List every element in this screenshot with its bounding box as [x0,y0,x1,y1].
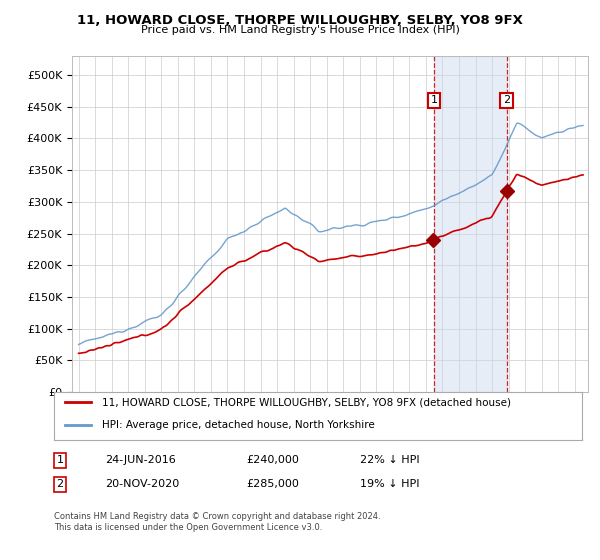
Text: 19% ↓ HPI: 19% ↓ HPI [360,479,419,489]
Bar [434,56,506,392]
Text: 22% ↓ HPI: 22% ↓ HPI [360,455,419,465]
Text: Price paid vs. HM Land Registry's House Price Index (HPI): Price paid vs. HM Land Registry's House … [140,25,460,35]
Text: £240,000: £240,000 [246,455,299,465]
Text: 11, HOWARD CLOSE, THORPE WILLOUGHBY, SELBY, YO8 9FX: 11, HOWARD CLOSE, THORPE WILLOUGHBY, SEL… [77,14,523,27]
Text: 1: 1 [430,95,437,105]
Text: 2: 2 [503,95,510,105]
Text: £285,000: £285,000 [246,479,299,489]
Text: 2: 2 [56,479,64,489]
Text: 11, HOWARD CLOSE, THORPE WILLOUGHBY, SELBY, YO8 9FX (detached house): 11, HOWARD CLOSE, THORPE WILLOUGHBY, SEL… [101,398,511,408]
Text: 24-JUN-2016: 24-JUN-2016 [105,455,176,465]
Text: 1: 1 [56,455,64,465]
Text: 20-NOV-2020: 20-NOV-2020 [105,479,179,489]
Text: HPI: Average price, detached house, North Yorkshire: HPI: Average price, detached house, Nort… [101,421,374,430]
Text: Contains HM Land Registry data © Crown copyright and database right 2024.
This d: Contains HM Land Registry data © Crown c… [54,512,380,532]
